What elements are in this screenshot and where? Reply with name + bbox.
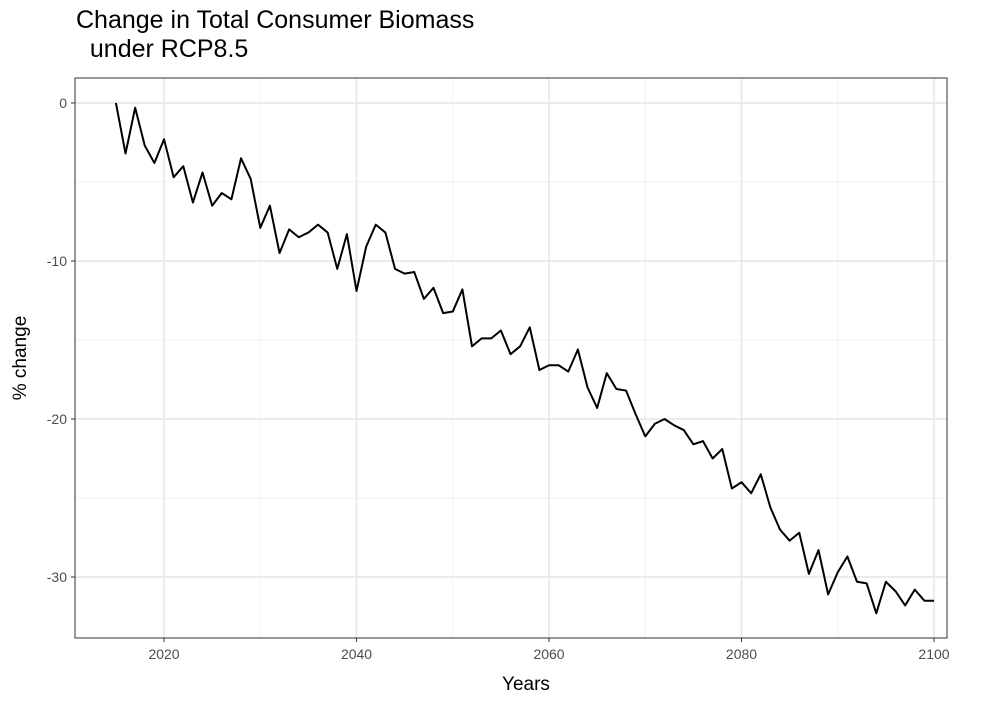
chart-title: Change in Total Consumer Biomass under R… [76, 6, 475, 63]
x-tick-label: 2020 [148, 646, 179, 662]
x-axis-title: Years [502, 674, 550, 695]
y-tick-label: -10 [47, 253, 67, 269]
x-tick-label: 2080 [726, 646, 757, 662]
y-tick-label: 0 [59, 95, 67, 111]
panel-border [74, 77, 948, 639]
y-axis-title: % change [10, 316, 31, 401]
y-tick-label: -30 [47, 569, 67, 585]
x-tick-label: 2100 [918, 646, 949, 662]
y-tick-label: -20 [47, 411, 67, 427]
x-tick-label: 2060 [533, 646, 564, 662]
x-tick-label: 2040 [341, 646, 372, 662]
data-line [114, 102, 935, 615]
